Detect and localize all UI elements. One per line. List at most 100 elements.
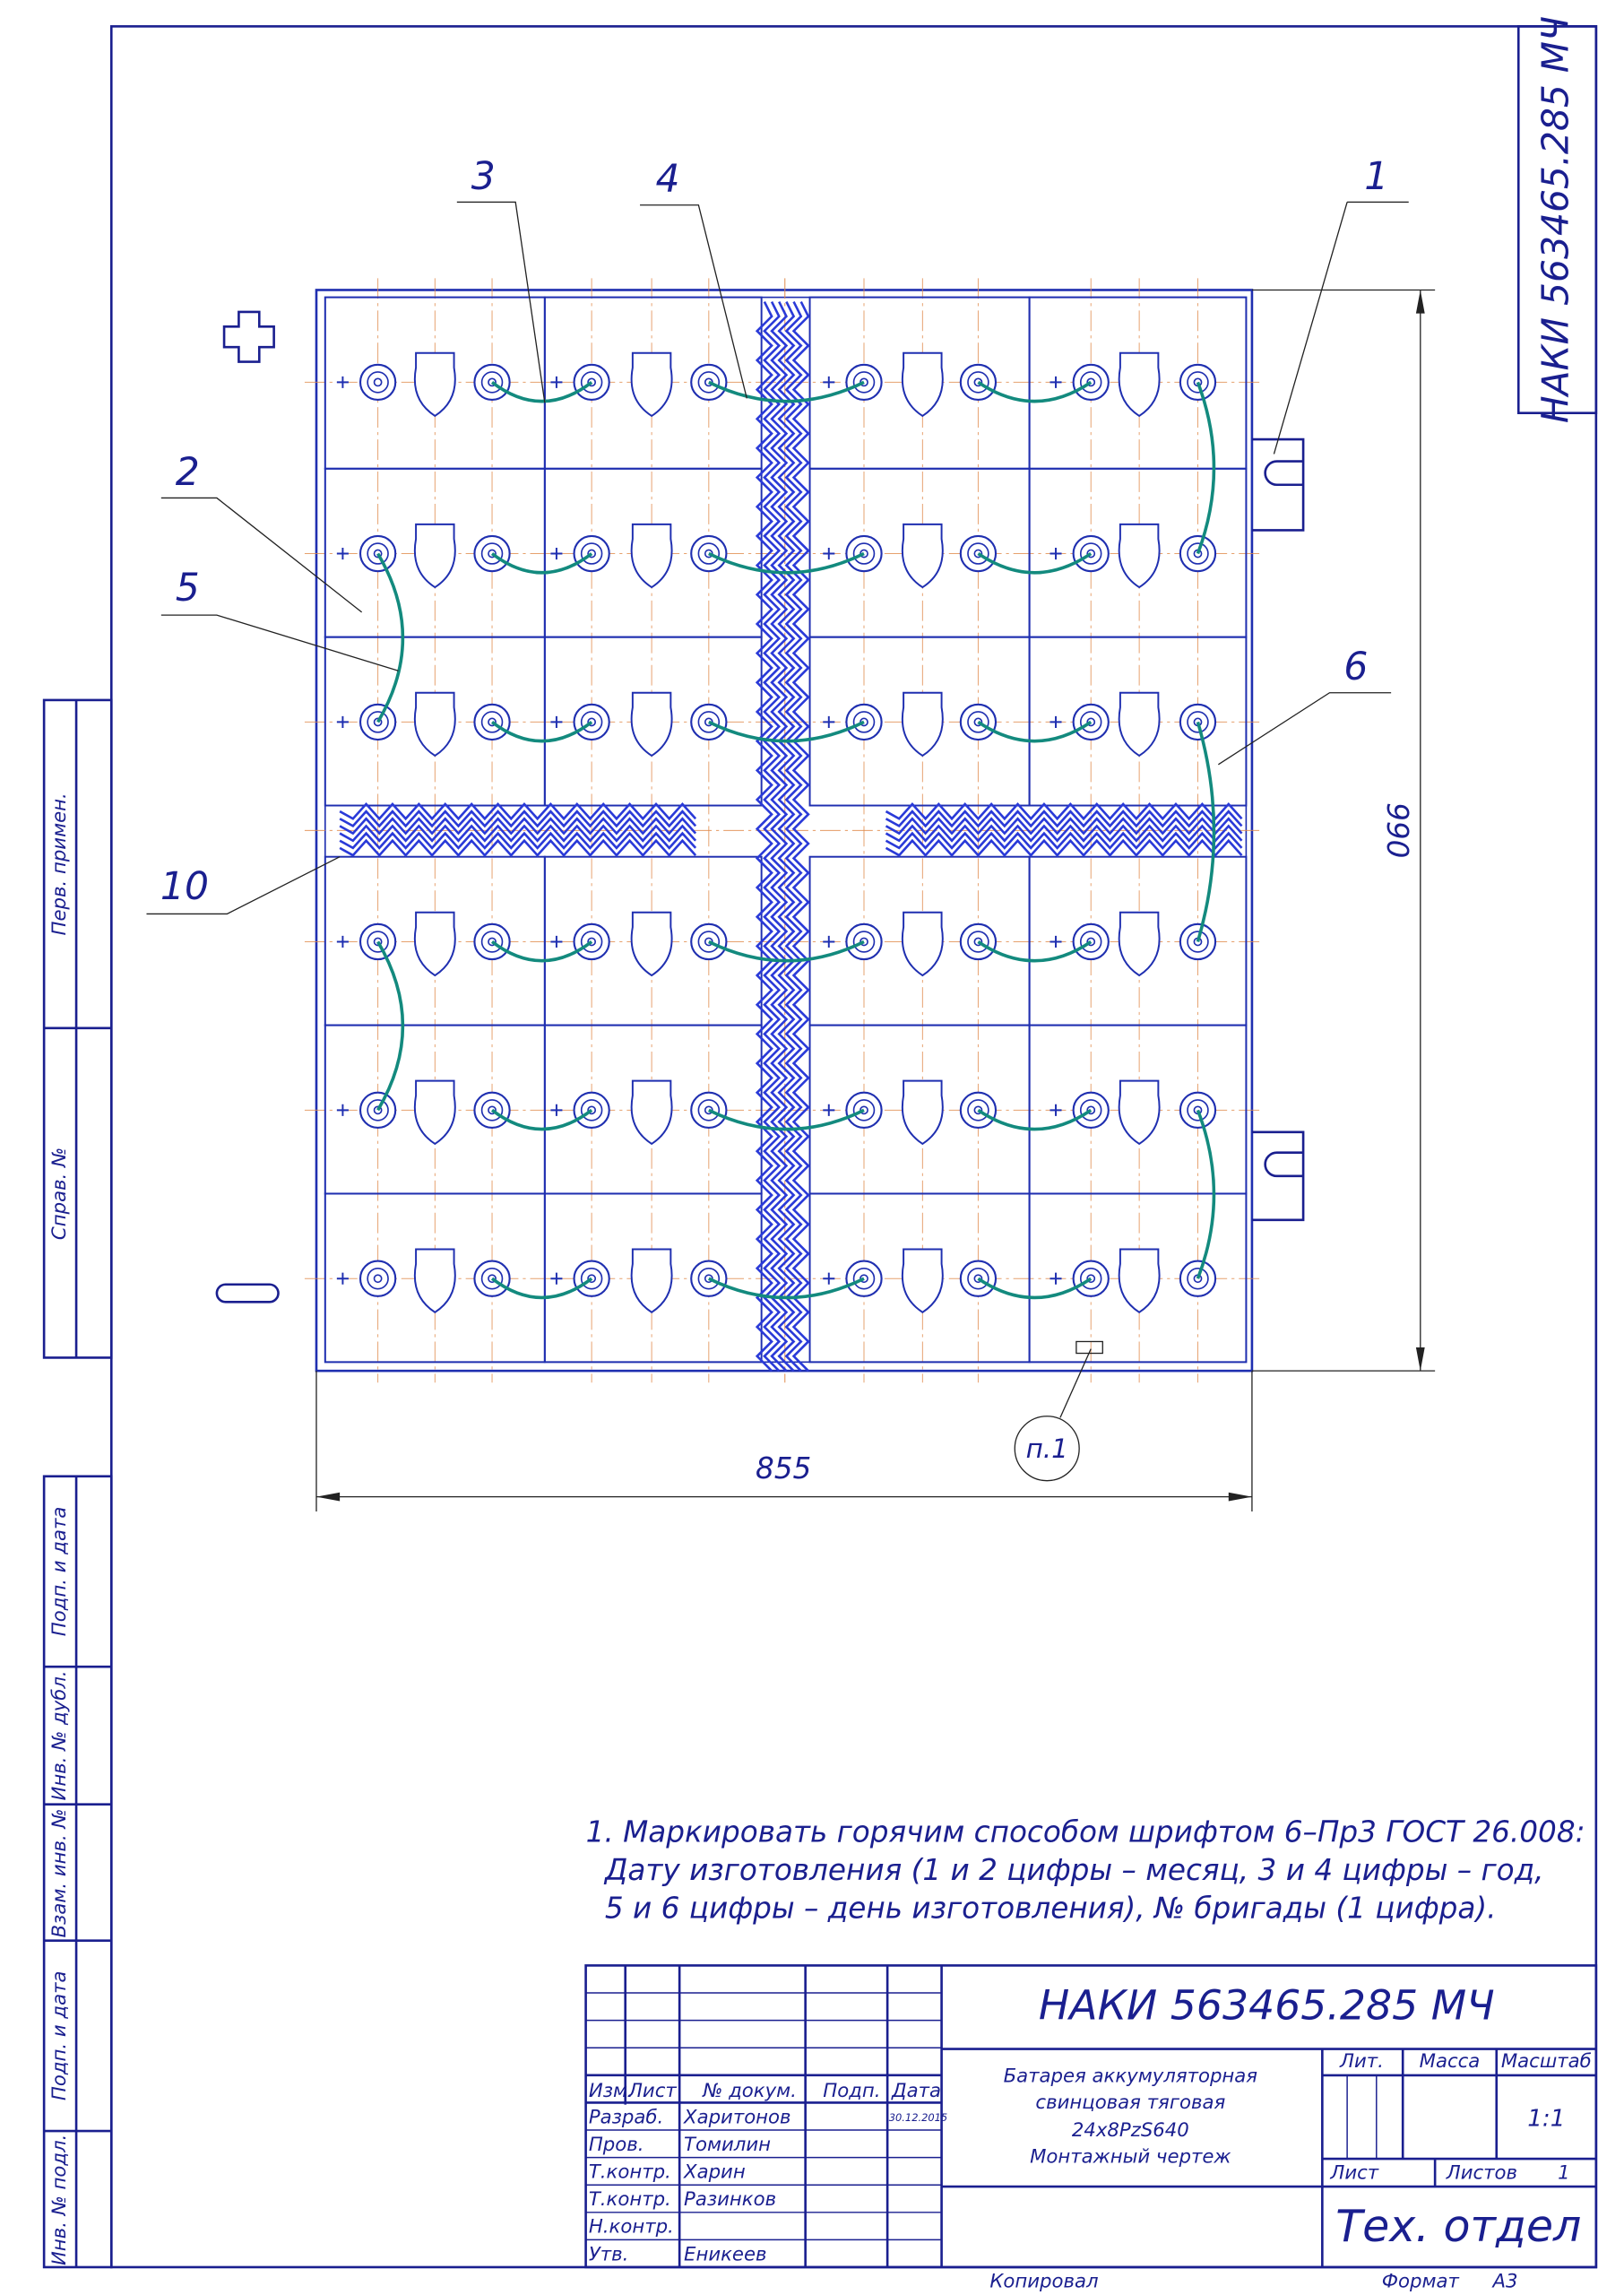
callout: 2 [176, 451, 200, 495]
tb-header: Дата [891, 2080, 941, 2102]
cable-bundle [339, 801, 697, 821]
polarity-mark [1050, 1272, 1062, 1285]
terminal [852, 542, 876, 565]
polarity-mark [823, 715, 835, 728]
polarity-mark [550, 548, 563, 560]
terminal [373, 717, 383, 727]
callout: 1 [1364, 155, 1388, 199]
note-line: Дату изготовления (1 и 2 цифры – месяц, … [603, 1853, 1544, 1887]
connector [490, 552, 593, 575]
vent-plug [1118, 1079, 1161, 1146]
border [109, 25, 1598, 2269]
terminal [367, 542, 389, 565]
terminal [973, 549, 983, 559]
terminal [367, 371, 389, 394]
terminal [488, 937, 497, 947]
dimension-width: 855 [756, 1451, 811, 1485]
polarity-mark [823, 1104, 835, 1116]
role: Утв. [589, 2243, 629, 2265]
format-label: Формат [1382, 2270, 1460, 2292]
polarity-mark [823, 376, 835, 388]
connector [490, 1277, 593, 1300]
leader [146, 856, 341, 915]
connector [708, 1108, 865, 1131]
leader [1273, 201, 1409, 455]
terminal [959, 534, 998, 573]
terminal [358, 1260, 397, 1297]
role: Пров. [589, 2134, 644, 2156]
cell [543, 1192, 763, 1364]
terminal [1079, 711, 1102, 733]
vent-plug [901, 523, 944, 589]
terminal [967, 711, 989, 733]
side-strip: Перв. примен. Справ. № Подп. и дата Инв.… [42, 698, 113, 2269]
terminal [973, 937, 983, 947]
connector [376, 552, 405, 723]
bracket [1251, 1130, 1305, 1222]
terminal [1079, 371, 1102, 394]
polarity-mark [1050, 376, 1062, 388]
connector [490, 380, 593, 403]
mass-label: Масса [1420, 2050, 1481, 2073]
scale-label: Масштаб [1501, 2050, 1592, 2073]
terminal [967, 931, 989, 953]
cable-bundle [777, 300, 796, 1373]
polarity-mark [1050, 548, 1062, 560]
connector [490, 720, 593, 743]
terminal [580, 711, 603, 733]
vent-plug [630, 351, 673, 418]
terminal [959, 703, 998, 741]
vent-plug [413, 523, 456, 589]
terminal [852, 1099, 876, 1122]
vent-plug [1118, 911, 1161, 977]
terminal [580, 1267, 603, 1290]
cable-bundle [339, 824, 697, 843]
terminal [373, 1274, 383, 1284]
cable-bundle [784, 300, 803, 1373]
sheets-label: Листов [1446, 2161, 1517, 2184]
terminal [473, 534, 511, 573]
connector [490, 1108, 593, 1131]
cell [1028, 636, 1248, 807]
cable-bundle [339, 817, 697, 836]
description: Батарея аккумуляторная [1004, 2066, 1258, 2088]
cable-bundle [339, 810, 697, 828]
lit-label: Лит. [1339, 2050, 1384, 2073]
connector [1196, 381, 1216, 555]
vent-plug [901, 691, 944, 758]
connector [708, 720, 865, 743]
callout: 10 [160, 865, 209, 909]
connector [977, 720, 1093, 743]
terminal [1187, 542, 1209, 565]
connector [376, 940, 405, 1112]
terminal [690, 922, 728, 961]
terminal [1086, 937, 1096, 947]
terminal [690, 1260, 728, 1297]
terminal [967, 1099, 989, 1122]
terminal [1187, 1267, 1209, 1290]
date: 30.12.2015 [889, 2111, 947, 2124]
terminal [480, 931, 504, 953]
polarity-mark [1050, 1104, 1062, 1116]
name: Разинков [684, 2188, 776, 2211]
terminal [1079, 931, 1102, 953]
sheet-label: Лист [1329, 2161, 1378, 2184]
terminal [373, 937, 383, 947]
vent-plug [413, 911, 456, 977]
cable-bundle [763, 300, 782, 1373]
terminal [580, 371, 603, 394]
connector [1196, 721, 1216, 942]
connector [708, 380, 865, 403]
role: Т.контр. [589, 2188, 671, 2211]
polarity-mark [550, 935, 563, 948]
terminal [973, 377, 983, 387]
terminal [488, 717, 497, 727]
polarity-mark [336, 1272, 349, 1285]
marking-plate [1075, 1340, 1103, 1355]
terminal [967, 371, 989, 394]
polarity-mark [1050, 935, 1062, 948]
vent-plug [413, 1248, 456, 1313]
terminal [959, 922, 998, 961]
format: А3 [1491, 2270, 1518, 2292]
vent-plug [1118, 691, 1161, 758]
